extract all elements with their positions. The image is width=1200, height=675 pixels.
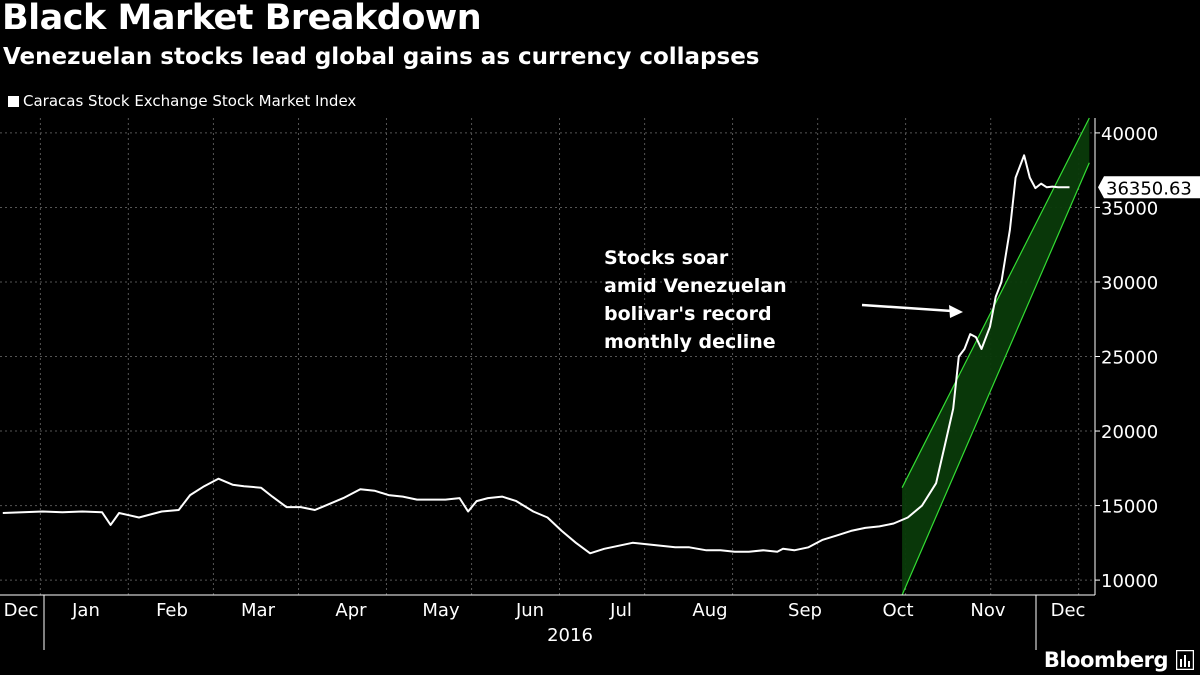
y-tick-label: 10000	[1101, 571, 1158, 592]
annotation-line: amid Venezuelan	[604, 275, 787, 297]
annotation-line: Stocks soar	[604, 247, 729, 269]
annotation-line: bolivar's record	[604, 303, 772, 325]
y-tick-label: 30000	[1101, 273, 1158, 294]
x-tick-label: Dec	[4, 600, 39, 621]
series-layer	[2, 154, 1070, 555]
x-tick-label: Jan	[71, 600, 100, 621]
x-tick-label: Apr	[335, 600, 367, 621]
trend-channel-upper	[901, 117, 1090, 488]
x-tick-label: Mar	[241, 600, 276, 621]
x-tick-label: Oct	[882, 600, 913, 621]
last-value-label: 36350.63	[1106, 178, 1192, 199]
x-tick-label: Dec	[1051, 600, 1086, 621]
x-tick-label: Feb	[156, 600, 188, 621]
bloomberg-logo: Bloomberg	[1043, 648, 1169, 672]
bloomberg-terminal-icon	[1176, 650, 1194, 670]
annotation-layer: Stocks soar amid Venezuelan bolivar's reco…	[604, 247, 963, 353]
trend-channel	[901, 117, 1090, 596]
x-tick-label: Sep	[788, 600, 822, 621]
trend-channel-lower	[901, 162, 1090, 596]
x-tick-label: Aug	[692, 600, 727, 621]
annotation-arrowhead	[949, 305, 963, 318]
last-value-badge	[1098, 176, 1200, 199]
x-tick-label: Jul	[609, 600, 632, 621]
y-tick-label: 20000	[1101, 422, 1158, 443]
trend-channel-band	[902, 118, 1090, 595]
series-line	[2, 154, 1070, 555]
axes: 10000 15000 20000 25000 30000 35000 40000 Dec Ja…	[0, 118, 1200, 650]
x-year-label: 2016	[547, 625, 593, 646]
chart-subtitle: Venezuelan stocks lead global gains as c…	[3, 44, 760, 70]
y-tick-label: 40000	[1101, 124, 1158, 145]
legend-swatch	[8, 95, 19, 107]
chart-title: Black Market Breakdown	[2, 0, 482, 38]
annotation-line: monthly decline	[604, 331, 776, 353]
x-tick-label: Nov	[970, 600, 1005, 621]
y-tick-label: 25000	[1101, 348, 1158, 369]
legend-label: Caracas Stock Exchange Stock Market Inde…	[23, 92, 357, 110]
annotation-arrow	[861, 303, 953, 313]
y-tick-label: 15000	[1101, 497, 1158, 518]
x-tick-label: Jun	[515, 600, 544, 621]
legend: Caracas Stock Exchange Stock Market Inde…	[8, 92, 356, 110]
y-tick-label: 35000	[1101, 198, 1158, 219]
x-tick-label: May	[422, 600, 460, 621]
